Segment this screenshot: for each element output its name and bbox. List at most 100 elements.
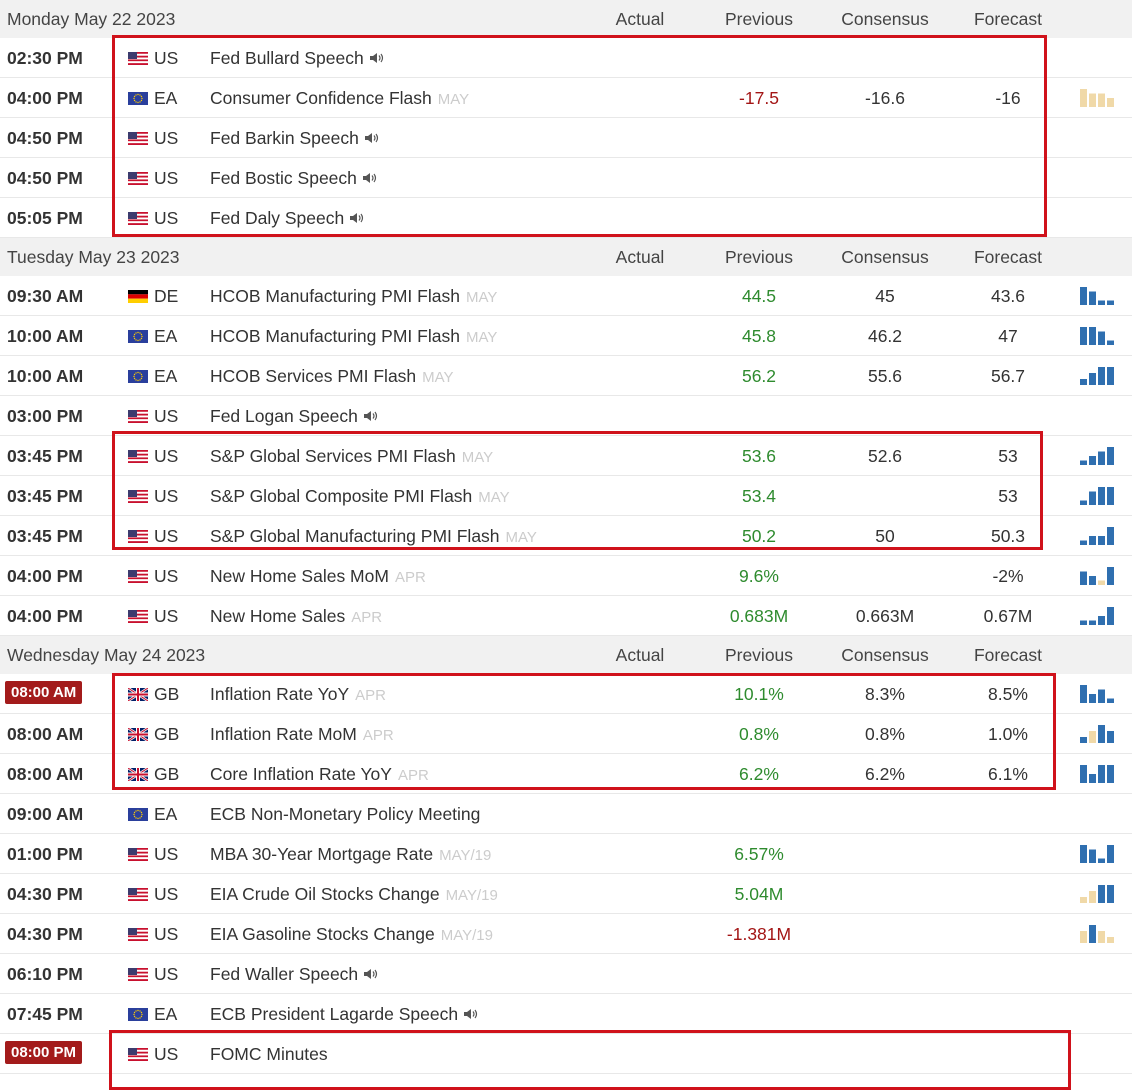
event-period: APR <box>397 767 429 784</box>
previous-value: 44.5 <box>741 286 777 306</box>
country-code: US <box>154 964 179 984</box>
event-period: MAY <box>465 289 498 306</box>
column-header: Forecast <box>973 645 1043 665</box>
event-title: Fed Waller Speech <box>210 964 359 984</box>
spark-bar <box>1089 327 1096 345</box>
column-header: Previous <box>724 9 794 29</box>
speech-icon <box>364 133 378 143</box>
day-header: Monday May 22 2023 Actual Previous Consensu… <box>0 0 1132 38</box>
spark-bar <box>1098 858 1105 863</box>
event-title: S&P Global Services PMI Flash <box>210 446 456 466</box>
day-header: Wednesday May 24 2023 Actual Previous Conse… <box>0 636 1132 674</box>
spark-bar <box>1089 491 1096 505</box>
sparkline <box>1080 725 1114 743</box>
speech-icon <box>364 969 378 979</box>
flag-icon <box>128 688 148 701</box>
spark-bar <box>1107 607 1114 625</box>
event-title: Fed Bullard Speech <box>210 48 364 68</box>
event-name: FOMC Minutes <box>210 1044 328 1065</box>
event-name: ECB President Lagarde Speech <box>210 1004 481 1025</box>
spark-bar <box>1089 891 1096 903</box>
event-time: 08:00 PM <box>5 1041 83 1064</box>
spark-bar <box>1080 460 1087 465</box>
flag-icon <box>128 848 148 861</box>
event-time: 07:45 PM <box>7 1004 83 1024</box>
event-time: 08:00 AM <box>5 681 83 704</box>
column-header: Actual <box>615 645 665 665</box>
spark-bar <box>1107 567 1114 585</box>
previous-value: 56.2 <box>741 366 777 386</box>
event-time: 02:30 PM <box>7 48 83 68</box>
column-header: Previous <box>724 247 794 267</box>
country-code: EA <box>154 366 178 386</box>
event-name: Inflation Rate YoY APR <box>210 684 386 705</box>
event-time: 05:05 PM <box>7 208 83 228</box>
previous-value: 0.683M <box>729 606 789 626</box>
flag-icon <box>128 172 148 185</box>
highlight-box <box>109 1030 1071 1090</box>
spark-bar <box>1098 487 1105 505</box>
previous-value: 53.6 <box>741 446 777 466</box>
event-title: FOMC Minutes <box>210 1044 328 1064</box>
spark-bar <box>1080 571 1087 585</box>
event-name: Consumer Confidence Flash MAY <box>210 88 469 109</box>
forecast-value: 43.6 <box>990 286 1026 306</box>
sparkline <box>1080 327 1114 345</box>
spark-bar <box>1098 885 1105 903</box>
spark-bar <box>1089 849 1096 863</box>
spark-bar <box>1080 327 1087 345</box>
sparkline <box>1080 925 1114 943</box>
sparkline <box>1080 765 1114 783</box>
spark-bar <box>1089 576 1096 585</box>
sparkline <box>1080 287 1114 305</box>
flag-icon <box>128 570 148 583</box>
column-header: Consensus <box>841 645 929 665</box>
country-code: US <box>154 208 179 228</box>
sparkline <box>1080 487 1114 505</box>
forecast-value: 53 <box>998 486 1018 506</box>
spark-bar <box>1107 698 1114 703</box>
flag-icon <box>128 968 148 981</box>
event-name: EIA Crude Oil Stocks Change MAY/19 <box>210 884 498 905</box>
country-code: US <box>154 1044 179 1064</box>
sparkline <box>1080 885 1114 903</box>
event-name: Fed Barkin Speech <box>210 128 382 149</box>
spark-bar <box>1098 93 1105 107</box>
event-name: ECB Non-Monetary Policy Meeting <box>210 804 480 825</box>
consensus-value: 0.8% <box>865 724 905 744</box>
flag-icon <box>128 132 148 145</box>
spark-bar <box>1107 731 1114 743</box>
spark-bar <box>1098 931 1105 943</box>
event-title: ECB President Lagarde Speech <box>210 1004 459 1024</box>
country-code: US <box>154 446 179 466</box>
consensus-value: 55.6 <box>867 366 903 386</box>
spark-bar <box>1080 620 1087 625</box>
event-title: S&P Global Composite PMI Flash <box>210 486 473 506</box>
previous-value: 6.57% <box>734 844 784 864</box>
flag-icon <box>128 290 148 303</box>
spark-bar <box>1080 89 1087 107</box>
spark-bar <box>1080 931 1087 943</box>
event-period: APR <box>362 727 394 744</box>
speech-icon <box>350 213 364 223</box>
event-title: EIA Crude Oil Stocks Change <box>210 884 440 904</box>
spark-bar <box>1107 845 1114 863</box>
event-title: Consumer Confidence Flash <box>210 88 432 108</box>
event-period: APR <box>351 609 383 626</box>
flag-icon <box>128 370 148 383</box>
event-time: 04:50 PM <box>7 128 83 148</box>
event-time: 01:00 PM <box>7 844 83 864</box>
day-date: Monday May 22 2023 <box>7 9 176 29</box>
sparkline <box>1080 607 1114 625</box>
country-code: US <box>154 566 179 586</box>
event-row: 10:00 AM EA HCOB Services PMI Flash MAY 56.2… <box>0 356 1132 396</box>
flag-icon <box>128 728 148 741</box>
spark-bar <box>1089 774 1096 783</box>
event-time: 04:30 PM <box>7 924 83 944</box>
event-name: HCOB Manufacturing PMI Flash MAY <box>210 286 497 307</box>
sparkline <box>1080 845 1114 863</box>
event-title: ECB Non-Monetary Policy Meeting <box>210 804 481 824</box>
event-name: MBA 30-Year Mortgage Rate MAY/19 <box>210 844 491 865</box>
event-row: 04:00 PM US New Home Sales MoM APR 9.6% -2% <box>0 556 1132 596</box>
